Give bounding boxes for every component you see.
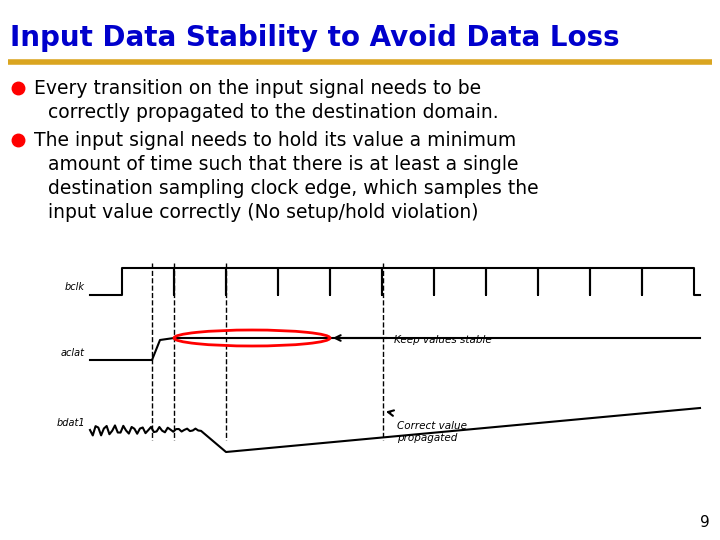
Text: Correct value
propagated: Correct value propagated	[397, 421, 467, 443]
Text: correctly propagated to the destination domain.: correctly propagated to the destination …	[48, 103, 499, 122]
Text: input value correctly (No setup/hold violation): input value correctly (No setup/hold vio…	[48, 202, 479, 221]
Text: 9: 9	[701, 515, 710, 530]
Text: Input Data Stability to Avoid Data Loss: Input Data Stability to Avoid Data Loss	[10, 24, 620, 52]
Text: Every transition on the input signal needs to be: Every transition on the input signal nee…	[34, 78, 481, 98]
Text: Keep values stable: Keep values stable	[394, 335, 492, 345]
Text: bdat1: bdat1	[56, 418, 85, 428]
Text: bclk: bclk	[65, 282, 85, 292]
Text: destination sampling clock edge, which samples the: destination sampling clock edge, which s…	[48, 179, 539, 198]
Text: aclat: aclat	[61, 348, 85, 358]
Text: amount of time such that there is at least a single: amount of time such that there is at lea…	[48, 154, 518, 173]
Text: The input signal needs to hold its value a minimum: The input signal needs to hold its value…	[34, 131, 516, 150]
